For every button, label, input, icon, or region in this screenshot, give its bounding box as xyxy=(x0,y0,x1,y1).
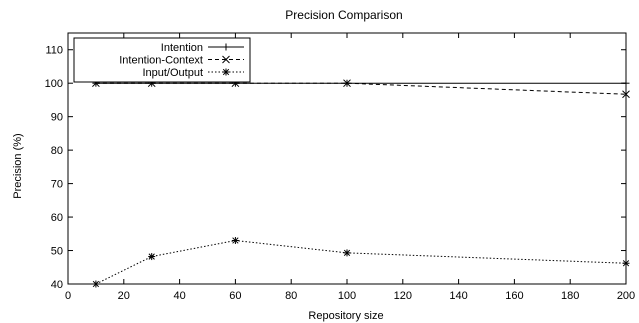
series-line xyxy=(95,239,627,285)
y-axis-label: Precision (%) xyxy=(12,133,24,198)
y-tick-label: 80 xyxy=(51,145,63,157)
x-tick-label: 160 xyxy=(505,290,523,302)
series-line xyxy=(95,82,627,95)
y-tick-label: 50 xyxy=(51,246,63,258)
y-tick-label: 100 xyxy=(45,78,63,90)
data-point xyxy=(622,90,630,99)
x-tick-label: 60 xyxy=(229,290,241,302)
chart-title: Precision Comparison xyxy=(285,8,402,22)
y-tick-label: 110 xyxy=(45,45,63,57)
legend-marker xyxy=(222,55,230,64)
marker-stroke xyxy=(148,253,155,260)
x-tick-label: 40 xyxy=(173,290,185,302)
data-point xyxy=(343,79,351,88)
x-tick-label: 100 xyxy=(338,290,356,302)
marker-stroke xyxy=(222,68,230,76)
marker-stroke xyxy=(343,79,351,88)
x-tick-label: 0 xyxy=(65,290,71,302)
legend-marker xyxy=(222,43,230,51)
marker-stroke xyxy=(622,90,630,99)
data-point xyxy=(231,236,239,244)
x-tick-label: 200 xyxy=(617,290,635,302)
x-tick-label: 120 xyxy=(394,290,412,302)
data-point xyxy=(622,79,630,87)
legend-label: Intention xyxy=(161,42,203,54)
marker-stroke xyxy=(222,55,230,64)
marker-stroke xyxy=(92,280,100,288)
y-axis-ticks: 40 50 60 70 80 90 100 110 xyxy=(45,45,626,291)
data-point xyxy=(622,259,630,267)
legend-label: Intention-Context xyxy=(119,55,203,67)
legend-label: Input/Output xyxy=(142,67,203,79)
x-axis-label: Repository size xyxy=(308,310,383,322)
y-tick-label: 70 xyxy=(51,179,63,191)
data-point xyxy=(343,249,351,257)
x-tick-label: 180 xyxy=(561,290,579,302)
data-point xyxy=(148,253,156,261)
y-tick-label: 40 xyxy=(51,279,63,291)
marker-stroke xyxy=(622,260,630,267)
data-point xyxy=(92,280,100,288)
x-axis-ticks: 0 20 40 60 80 100 120 140 160 180 200 xyxy=(65,33,635,302)
series-layer xyxy=(92,79,630,288)
x-tick-label: 80 xyxy=(285,290,297,302)
y-tick-label: 60 xyxy=(51,212,63,224)
marker-stroke xyxy=(343,249,351,257)
legend-marker xyxy=(222,68,230,76)
series-input-output xyxy=(92,236,630,288)
legend-box xyxy=(73,37,251,83)
y-tick-label: 90 xyxy=(51,112,63,124)
x-tick-label: 140 xyxy=(449,290,467,302)
x-tick-label: 20 xyxy=(118,290,130,302)
marker-stroke xyxy=(232,237,239,244)
